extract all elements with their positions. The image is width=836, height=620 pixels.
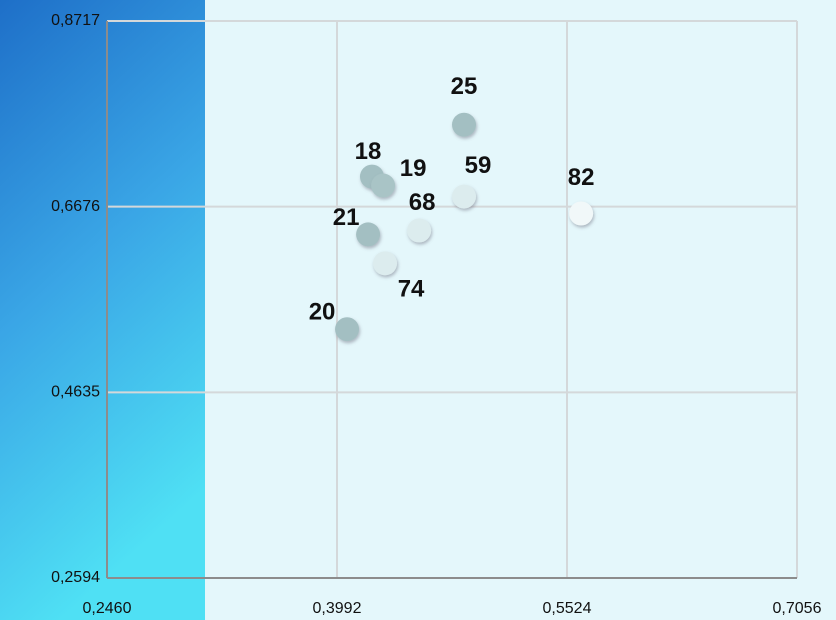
point-label: 82 bbox=[568, 164, 595, 191]
point-label: 18 bbox=[355, 138, 382, 165]
point-label: 25 bbox=[451, 73, 478, 100]
point-label: 19 bbox=[400, 155, 427, 182]
point bbox=[335, 317, 360, 342]
y-tick-label: 0,6676 bbox=[51, 198, 100, 215]
x-tick-label: 0,2460 bbox=[83, 600, 132, 617]
y-tick-label: 0,2594 bbox=[51, 569, 100, 586]
point bbox=[356, 222, 381, 247]
x-tick-label: 0,5524 bbox=[543, 600, 592, 617]
point-label: 68 bbox=[409, 189, 436, 216]
point bbox=[452, 184, 477, 209]
x-tick-label: 0,3992 bbox=[313, 600, 362, 617]
point-label: 59 bbox=[465, 152, 492, 179]
point bbox=[569, 201, 594, 226]
point bbox=[407, 218, 432, 243]
side-panel bbox=[0, 0, 205, 620]
y-tick-label: 0,4635 bbox=[51, 384, 100, 401]
y-tick-label: 0,8717 bbox=[51, 12, 100, 29]
point bbox=[452, 112, 477, 137]
point bbox=[371, 173, 396, 198]
point bbox=[373, 251, 398, 276]
point-label: 74 bbox=[398, 276, 425, 303]
point-label: 20 bbox=[309, 299, 336, 326]
x-tick-label: 0,7056 bbox=[773, 600, 822, 617]
point-label: 21 bbox=[333, 204, 360, 231]
